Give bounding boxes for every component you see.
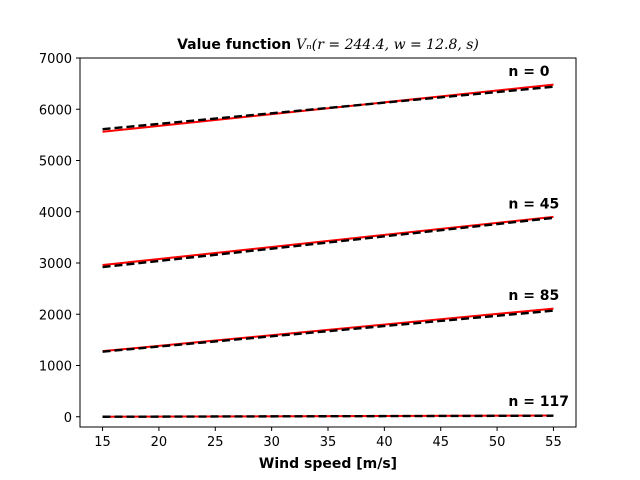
axes-frame [79, 57, 577, 428]
x-tick-label: 50 [489, 435, 506, 450]
y-tick-label: 3000 [39, 257, 72, 272]
series-line-7 [102, 414, 554, 418]
x-tick-label: 55 [545, 435, 562, 450]
x-tick-label: 40 [376, 435, 393, 450]
series-annotation: n = 0 [508, 64, 549, 80]
y-tick-label: 0 [64, 411, 72, 426]
series-annotation: n = 45 [508, 197, 559, 213]
series-line-3 [102, 216, 554, 269]
y-tick-label: 7000 [39, 52, 72, 67]
chart-title: Value function Vₙ(r = 244.4, w = 12.8, s… [177, 37, 479, 53]
x-tick-label: 35 [320, 435, 337, 450]
series-annotation: n = 117 [508, 394, 569, 410]
x-tick-label: 25 [207, 435, 224, 450]
series-line-5 [102, 309, 554, 353]
chart-title-math: Vₙ(r = 244.4, w = 12.8, s) [296, 37, 479, 53]
x-tick-label: 20 [151, 435, 168, 450]
x-tick-label: 15 [94, 435, 111, 450]
x-tick-label: 30 [263, 435, 280, 450]
chart-title-bold: Value function [177, 37, 296, 53]
series-line-1 [102, 85, 554, 131]
y-tick-label: 4000 [39, 206, 72, 221]
y-tick-label: 5000 [39, 155, 72, 170]
y-tick-label: 2000 [39, 308, 72, 323]
y-tick-label: 6000 [39, 103, 72, 118]
x-axis-label: Wind speed [m/s] [259, 456, 397, 472]
x-tick-label: 45 [432, 435, 449, 450]
series-annotation: n = 85 [508, 288, 559, 304]
plot-area: 15 20 25 30 35 40 45 50 55 0 1000 2000 3000 4000 5000 6… [39, 52, 577, 450]
y-tick-label: 1000 [39, 360, 72, 375]
series-line-0 [102, 83, 554, 133]
